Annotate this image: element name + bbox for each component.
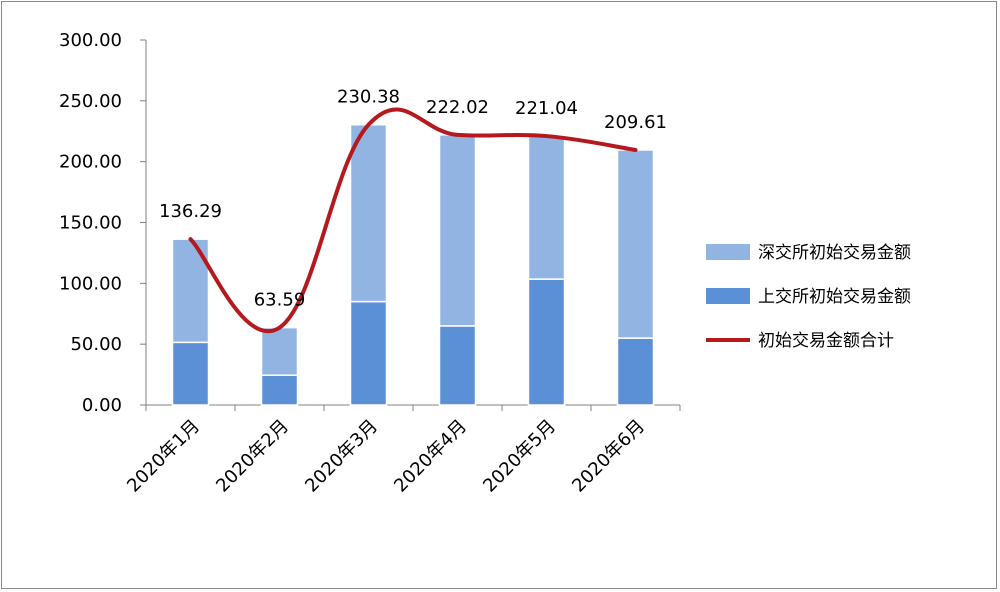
bar-segment-sse — [438, 325, 477, 406]
data-label: 63.59 — [254, 290, 306, 311]
data-label: 222.02 — [426, 97, 489, 118]
x-tick-label: 2020年5月 — [479, 416, 560, 497]
y-tick-label: 300.00 — [59, 30, 122, 51]
legend-label: 上交所初始交易金额 — [758, 287, 911, 307]
bar-segment-szse — [260, 326, 299, 376]
y-tick-label: 0.00 — [82, 395, 122, 416]
bar-segment-szse — [349, 123, 388, 303]
x-tick-label: 2020年3月 — [301, 416, 382, 497]
y-tick-label: 200.00 — [59, 152, 122, 173]
bar-segment-sse — [616, 337, 655, 406]
y-tick-label: 100.00 — [59, 273, 122, 294]
data-label: 221.04 — [515, 98, 578, 119]
legend-label: 初始交易金额合计 — [758, 331, 894, 351]
legend-swatch — [706, 288, 750, 304]
bar-segment-szse — [438, 134, 477, 327]
y-tick-label: 250.00 — [59, 91, 122, 112]
legend-swatch — [706, 244, 750, 260]
x-tick-label: 2020年4月 — [390, 416, 471, 497]
data-label: 230.38 — [337, 87, 400, 108]
total-line — [188, 107, 638, 333]
bar-segment-sse — [527, 278, 566, 406]
data-label: 209.61 — [604, 112, 667, 133]
bar-segment-szse — [616, 149, 655, 339]
bar-segment-sse — [349, 300, 388, 406]
x-tick-label: 2020年6月 — [568, 416, 649, 497]
legend-label: 深交所初始交易金额 — [758, 243, 911, 263]
bar-segment-szse — [527, 135, 566, 280]
x-tick-label: 2020年1月 — [123, 416, 204, 497]
data-label: 136.29 — [159, 201, 222, 222]
y-tick-label: 50.00 — [70, 334, 122, 355]
bar-segment-sse — [260, 374, 299, 406]
y-tick-label: 150.00 — [59, 213, 122, 234]
x-tick-label: 2020年2月 — [212, 416, 293, 497]
bar-segment-sse — [171, 341, 210, 406]
